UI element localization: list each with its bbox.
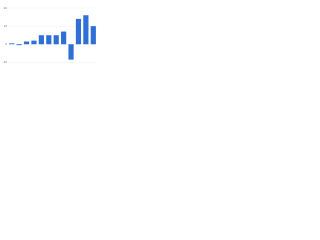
bar — [31, 40, 37, 45]
bar — [61, 31, 67, 45]
y-tick-label: 0 — [5, 42, 7, 46]
bar — [53, 35, 59, 45]
y-tick-label: 10 — [4, 24, 8, 28]
bar — [38, 35, 44, 45]
bar — [68, 44, 74, 60]
chart: -10 0 10 20 — [3, 6, 97, 64]
bar — [83, 15, 89, 45]
y-tick-label: 20 — [4, 6, 8, 10]
bar — [9, 43, 15, 45]
bar — [46, 35, 52, 45]
bar — [16, 44, 22, 46]
bar — [90, 26, 96, 45]
bar — [75, 18, 82, 45]
y-tick-label: -10 — [3, 60, 8, 64]
bar — [23, 41, 30, 45]
